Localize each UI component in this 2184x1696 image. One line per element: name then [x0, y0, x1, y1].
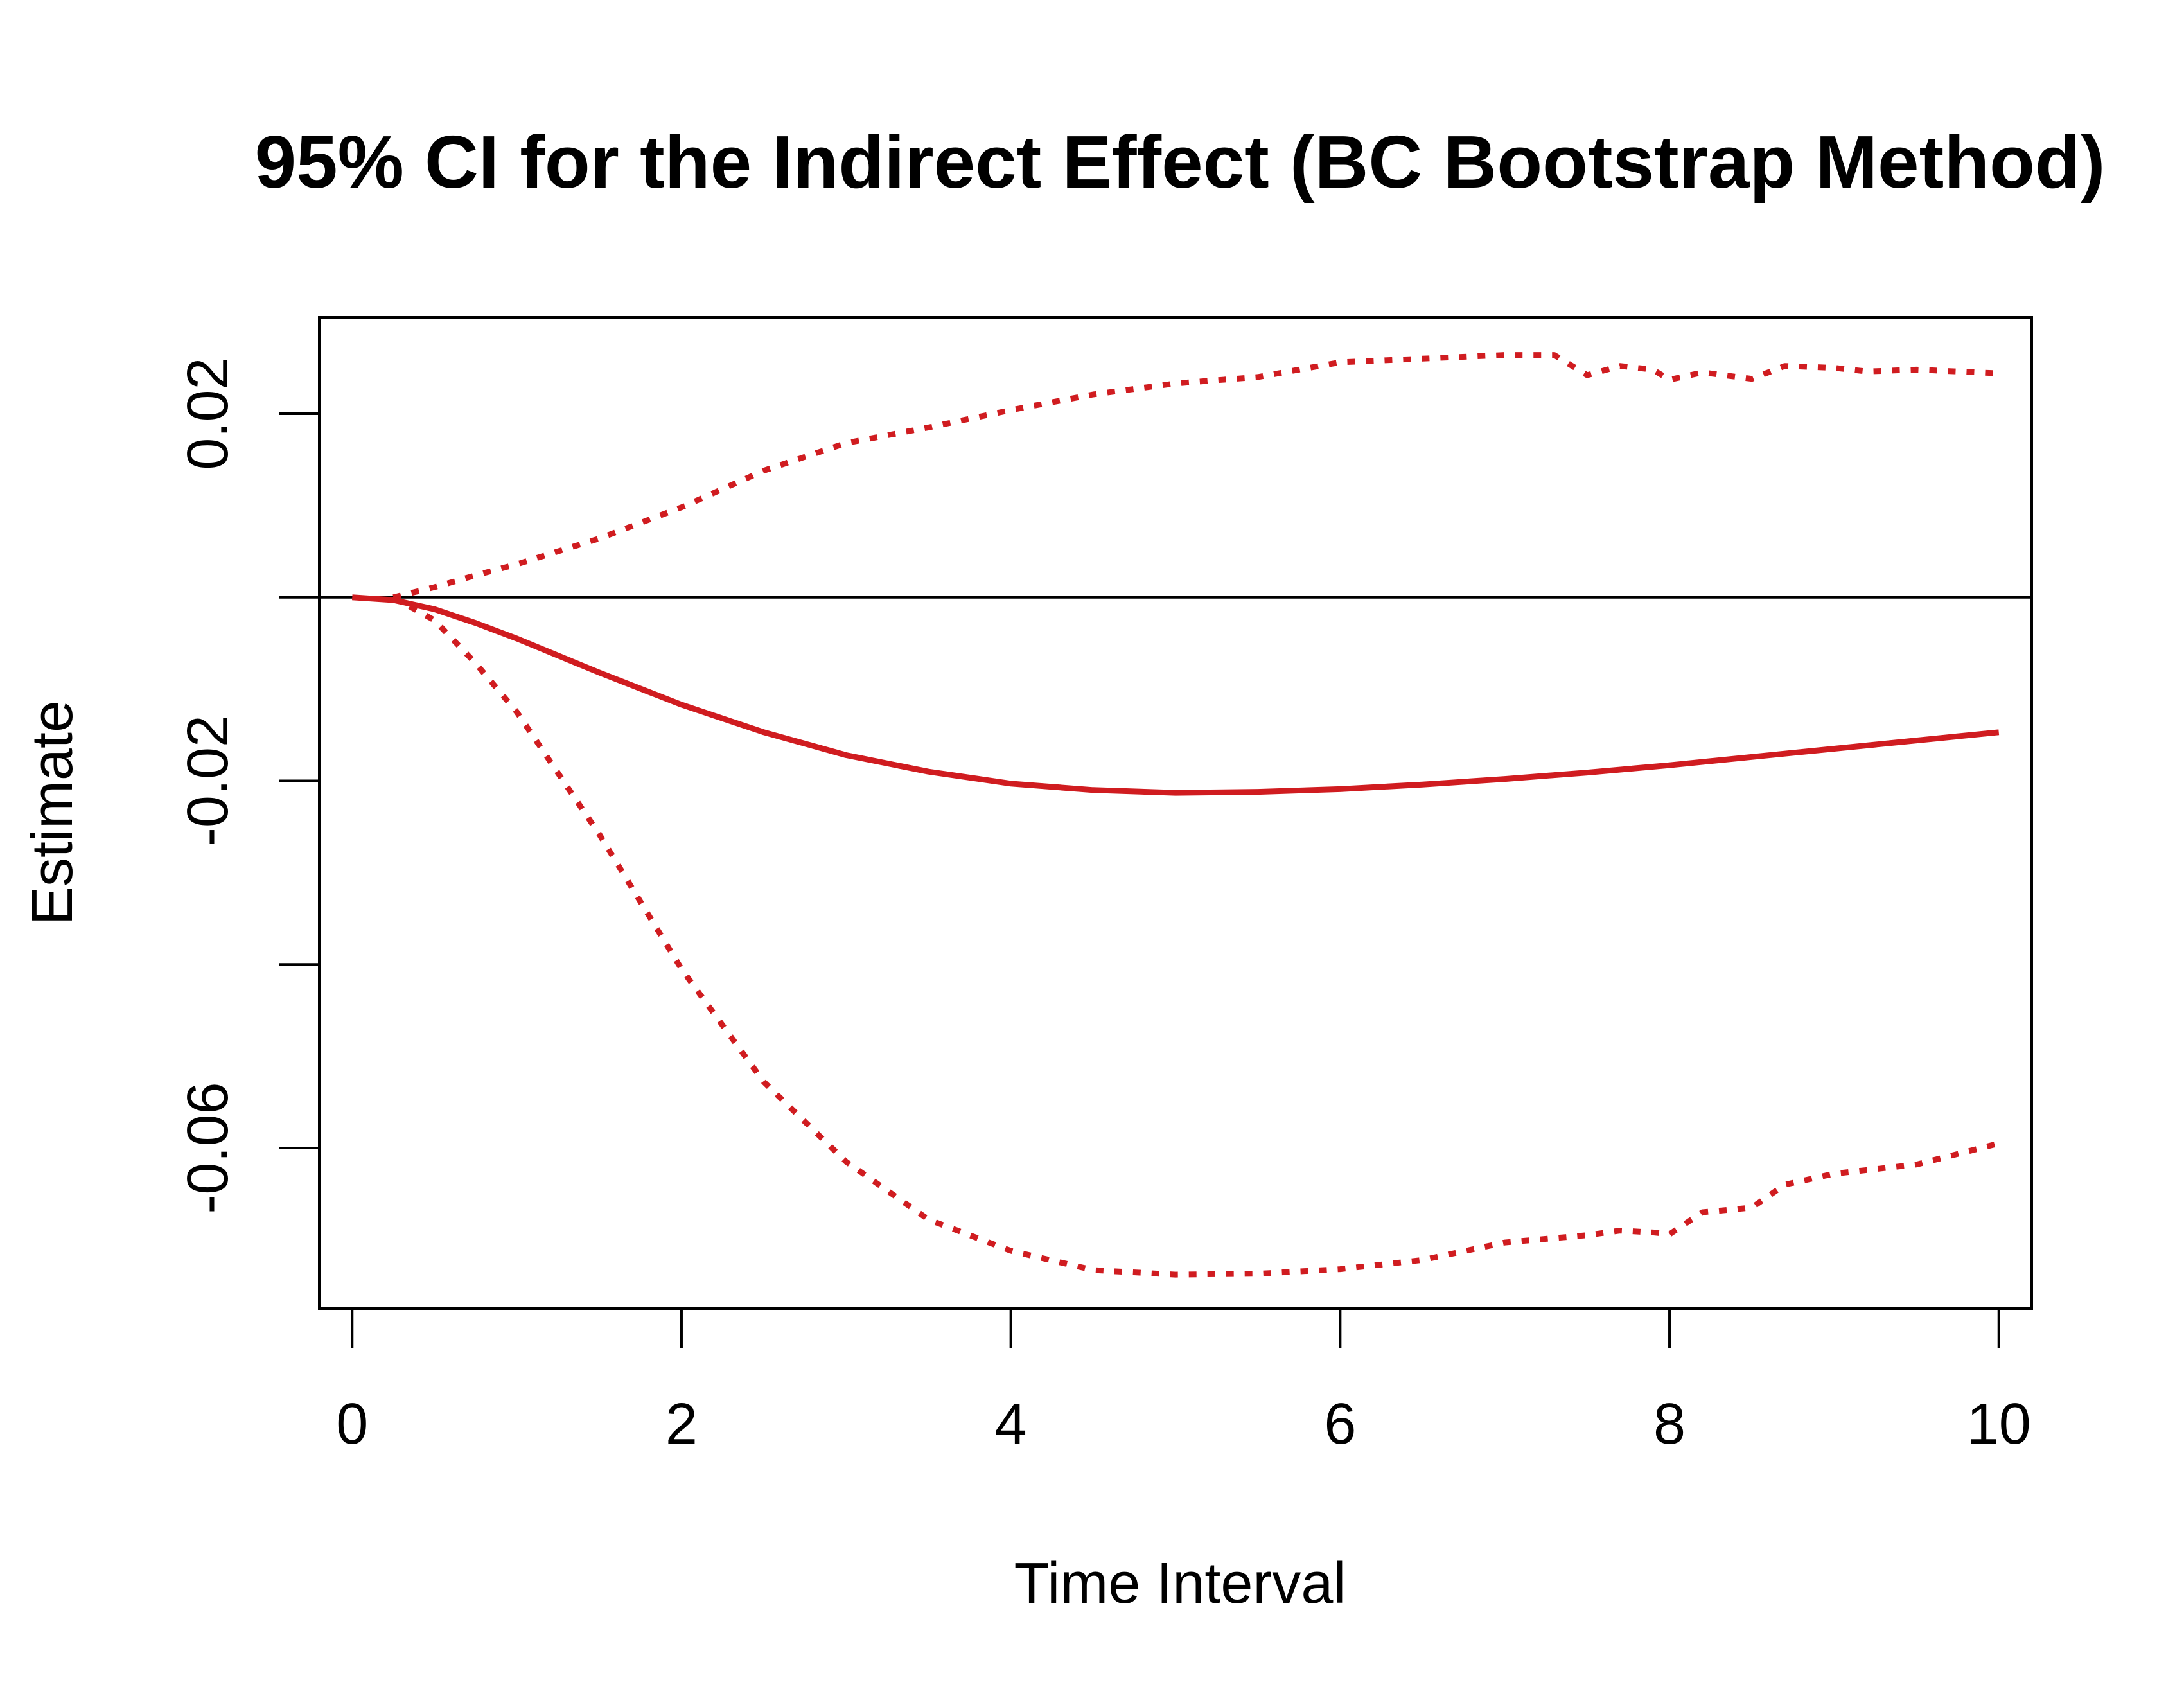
x-tick-label: 4: [995, 1392, 1027, 1456]
x-tick-label: 2: [665, 1392, 698, 1456]
series-layer: [352, 352, 2000, 1278]
x-tick-label: 8: [1653, 1392, 1686, 1456]
lower-ci-line: [392, 594, 2000, 1278]
axes-layer: 0 2 4 6 8 10 0.02 -0.02 -0.06: [176, 316, 2033, 1456]
x-axis-label: Time Interval: [1014, 1551, 1346, 1616]
y-tick-label: 0.02: [176, 357, 240, 470]
upper-ci-line: [392, 352, 1999, 601]
y-tick-label: -0.06: [176, 1082, 240, 1214]
estimate-line: [352, 594, 2000, 796]
x-tick-label: 0: [336, 1392, 368, 1456]
y-tick-label: -0.02: [176, 715, 240, 847]
y-axis-label: Estimate: [21, 700, 85, 925]
x-tick-label: 6: [1324, 1392, 1356, 1456]
chart-title: 95% CI for the Indirect Effect (BC Boots…: [255, 120, 2106, 204]
plot-frame: [318, 316, 2033, 1310]
x-tick-label: 10: [1967, 1392, 2031, 1456]
